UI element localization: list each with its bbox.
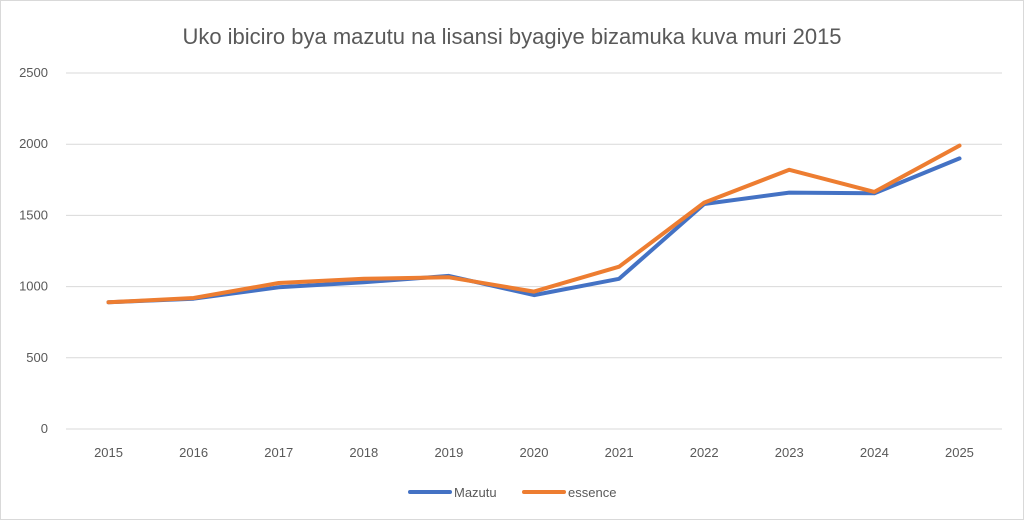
y-axis-tick-labels: 0 500 1000 1500 2000 2500: [19, 65, 48, 436]
y-tick-label: 2000: [19, 136, 48, 151]
x-tick-label: 2017: [264, 445, 293, 460]
x-tick-label: 2021: [605, 445, 634, 460]
x-tick-label: 2015: [94, 445, 123, 460]
legend-item: Mazutu: [408, 485, 497, 500]
x-axis-tick-labels: 2015 2016 2017 2018 2019 2020 2021 2022 2023 2024…: [94, 445, 974, 460]
legend-item: essence: [522, 485, 616, 500]
x-tick-label: 2025: [945, 445, 974, 460]
gridlines: [66, 72, 1002, 430]
x-tick-label: 2020: [520, 445, 549, 460]
x-tick-label: 2022: [690, 445, 719, 460]
y-tick-label: 2500: [19, 65, 48, 80]
series-lines: [106, 143, 962, 305]
series-line-essence: [106, 143, 962, 305]
y-tick-label: 500: [26, 350, 48, 365]
chart-title: Uko ibiciro bya mazutu na lisansi byagiy…: [182, 24, 841, 49]
x-tick-label: 2023: [775, 445, 804, 460]
x-tick-label: 2019: [434, 445, 463, 460]
legend: Mazutu essence: [408, 485, 616, 500]
x-tick-label: 2016: [179, 445, 208, 460]
y-tick-label: 1500: [19, 207, 48, 222]
legend-label: Mazutu: [454, 485, 497, 500]
x-tick-label: 2024: [860, 445, 889, 460]
y-tick-label: 1000: [19, 279, 48, 294]
y-tick-label: 0: [41, 421, 48, 436]
series-line-mazutu: [106, 156, 962, 305]
x-tick-label: 2018: [349, 445, 378, 460]
legend-label: essence: [568, 485, 616, 500]
